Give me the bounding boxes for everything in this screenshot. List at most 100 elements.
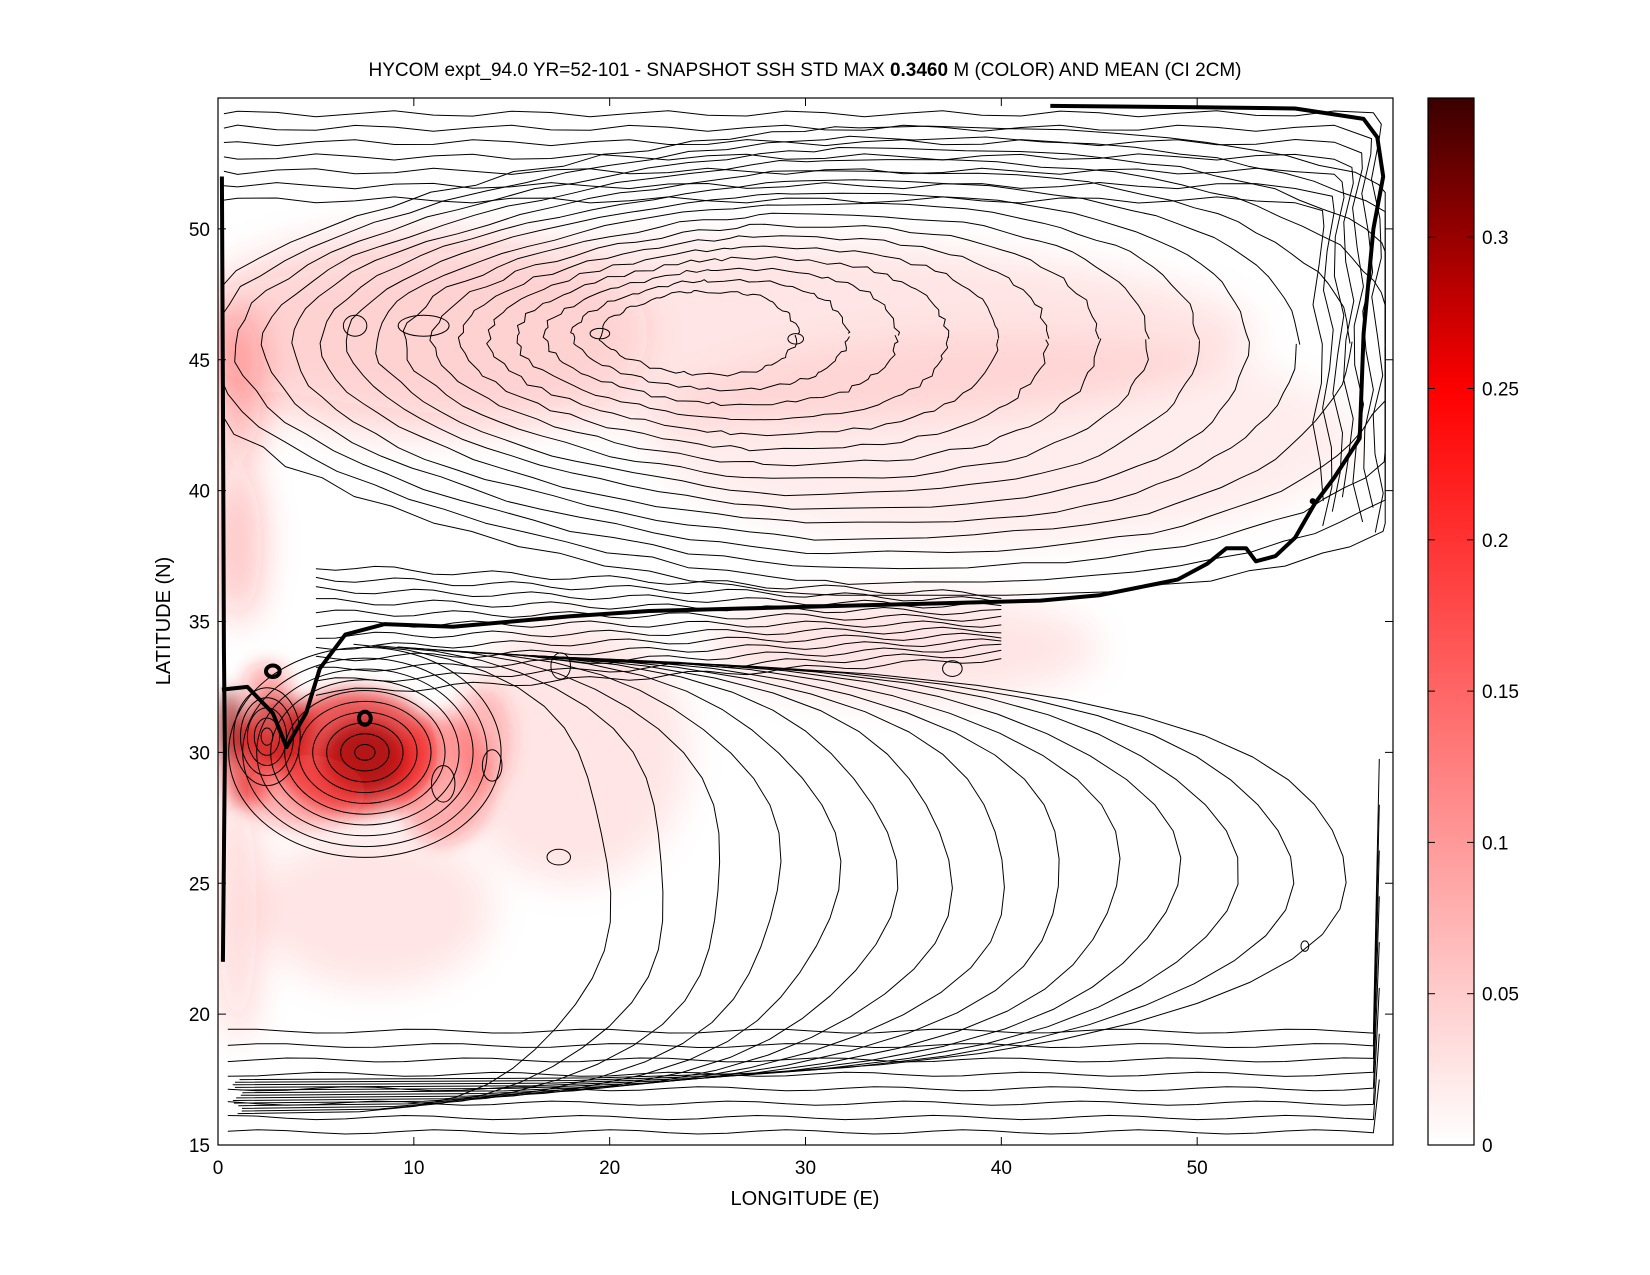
recirculation-contour [270,679,460,826]
subtropical-contour [240,652,1005,1096]
subpolar-contour [291,170,1353,541]
colorbar-tick-label: 0.05 [1482,985,1519,1006]
colorbar-tick-label: 0 [1482,1136,1493,1157]
x-tick-label: 50 [1187,1158,1208,1179]
y-axis-title: LATITUDE (N) [153,557,175,686]
recirculation-contour [233,687,301,787]
colorbar-tick-label: 0.3 [1482,228,1508,249]
subpolar-contour [570,279,851,392]
subpolar-outer-contour [223,139,1364,523]
subpolar-contour [345,192,1251,510]
subtropical-contour [232,658,1239,1086]
plot-title: HYCOM expt_94.0 YR=52-101 - SNAPSHOT SSH… [368,60,1241,81]
heat-blob [257,830,493,988]
x-tick-label: 0 [213,1158,224,1179]
eddy-contour [397,314,450,337]
subtropical-contour [236,651,953,1099]
subtropical-contour [239,655,1121,1091]
subpolar-contour [234,147,1386,570]
y-tick-label: 35 [189,613,210,634]
colorbar-tick-label: 0.1 [1482,833,1508,854]
jet-contour [315,609,1002,622]
subpolar-contour [429,223,1102,467]
subtropical-outer-contour [227,896,1380,1077]
subpolar-outer-contour [223,196,1325,502]
subtropical-contour [242,654,1060,1094]
subtropical-contour [238,647,782,1107]
subtropical-outer-contour [227,804,1380,1048]
heat-blob [218,689,242,763]
subtropical-contour [233,649,842,1104]
colorbar-tick-label: 0.15 [1482,682,1519,703]
heat-blob [453,621,688,884]
subpolar-contour [542,267,900,406]
heat-blob [453,686,512,792]
subpolar-contour [375,202,1200,497]
y-tick-label: 45 [189,351,210,372]
x-tick-label: 30 [795,1158,816,1179]
colorbar-tick-label: 0.25 [1482,379,1519,400]
y-tick-label: 40 [189,482,210,503]
eddy-contour [550,652,571,680]
heat-background [218,228,1354,1041]
recirculation-contour [256,668,474,837]
subtropical-contour [239,660,1347,1081]
y-tick-label: 15 [189,1136,210,1157]
jet-contour [315,576,1002,604]
y-axis: 15 20 25 30 35 40 45 50 [189,220,1393,1157]
jet-contour [315,643,1002,672]
y-tick-label: 25 [189,874,210,895]
subpolar-contour [598,290,800,377]
subpolar-outer-contour [223,182,1335,527]
heat-blob [218,778,258,1041]
subtropical-outer-contour [227,987,1380,1106]
heat-blob [707,595,1100,701]
subpolar-contour [486,245,1000,437]
subpolar-contour [402,212,1150,479]
eddy-contour [546,848,571,866]
x-tick-label: 40 [991,1158,1012,1179]
subpolar-contour [319,179,1301,524]
subtropical-contour [234,656,1182,1088]
variability-heat-layer [218,228,1354,1041]
x-tick-label: 20 [599,1158,620,1179]
jet-contour [315,638,1002,662]
subtropical-contour [234,659,1295,1083]
subpolar-contour [260,159,1386,555]
bold-eddy-contour [263,663,282,679]
eddy-contour [589,327,611,340]
recirculation-contour [340,733,390,772]
subtropical-outer-contour [227,1079,1380,1135]
heat-blob [218,228,649,439]
subpolar-contour [516,256,950,421]
colorbar-tick-label: 0.2 [1482,531,1508,552]
jet-contour [315,626,1002,639]
y-tick-label: 50 [189,220,210,241]
jet-contour [315,565,1002,599]
subtropical-outer-contour [227,758,1380,1034]
subpolar-outer-contour [223,110,1384,533]
zero-mean-contour [221,103,1386,750]
eddy-contour [342,314,368,337]
recirculation-contour [228,646,502,858]
mean-ssh-contours [219,103,1386,1135]
heat-blob [247,754,365,829]
jet-contour [315,658,1002,696]
eddy-contour [942,660,963,677]
bold-point-contour [1309,498,1316,505]
subpolar-outer-contour [223,153,1355,498]
subtropical-outer-contour [227,942,1380,1092]
y-tick-label: 20 [189,1005,210,1026]
subpolar-outer-contour [223,167,1345,512]
x-axis-title: LONGITUDE (E) [731,1188,880,1210]
colorbar [1427,97,1475,1146]
x-tick-label: 10 [403,1158,424,1179]
subtropical-contour [237,643,612,1115]
eddy-contour [481,749,503,782]
colorbar-axis: 0 0.05 0.1 0.15 0.2 0.25 0.3 [1428,228,1519,1157]
subtropical-outer-contour [227,1033,1380,1121]
plot-area [218,98,1393,1145]
eddy-contour [430,764,456,803]
title-max-value: 0.3460 [890,60,948,81]
title-suffix: M (COLOR) AND MEAN (CI 2CM) [948,60,1241,81]
